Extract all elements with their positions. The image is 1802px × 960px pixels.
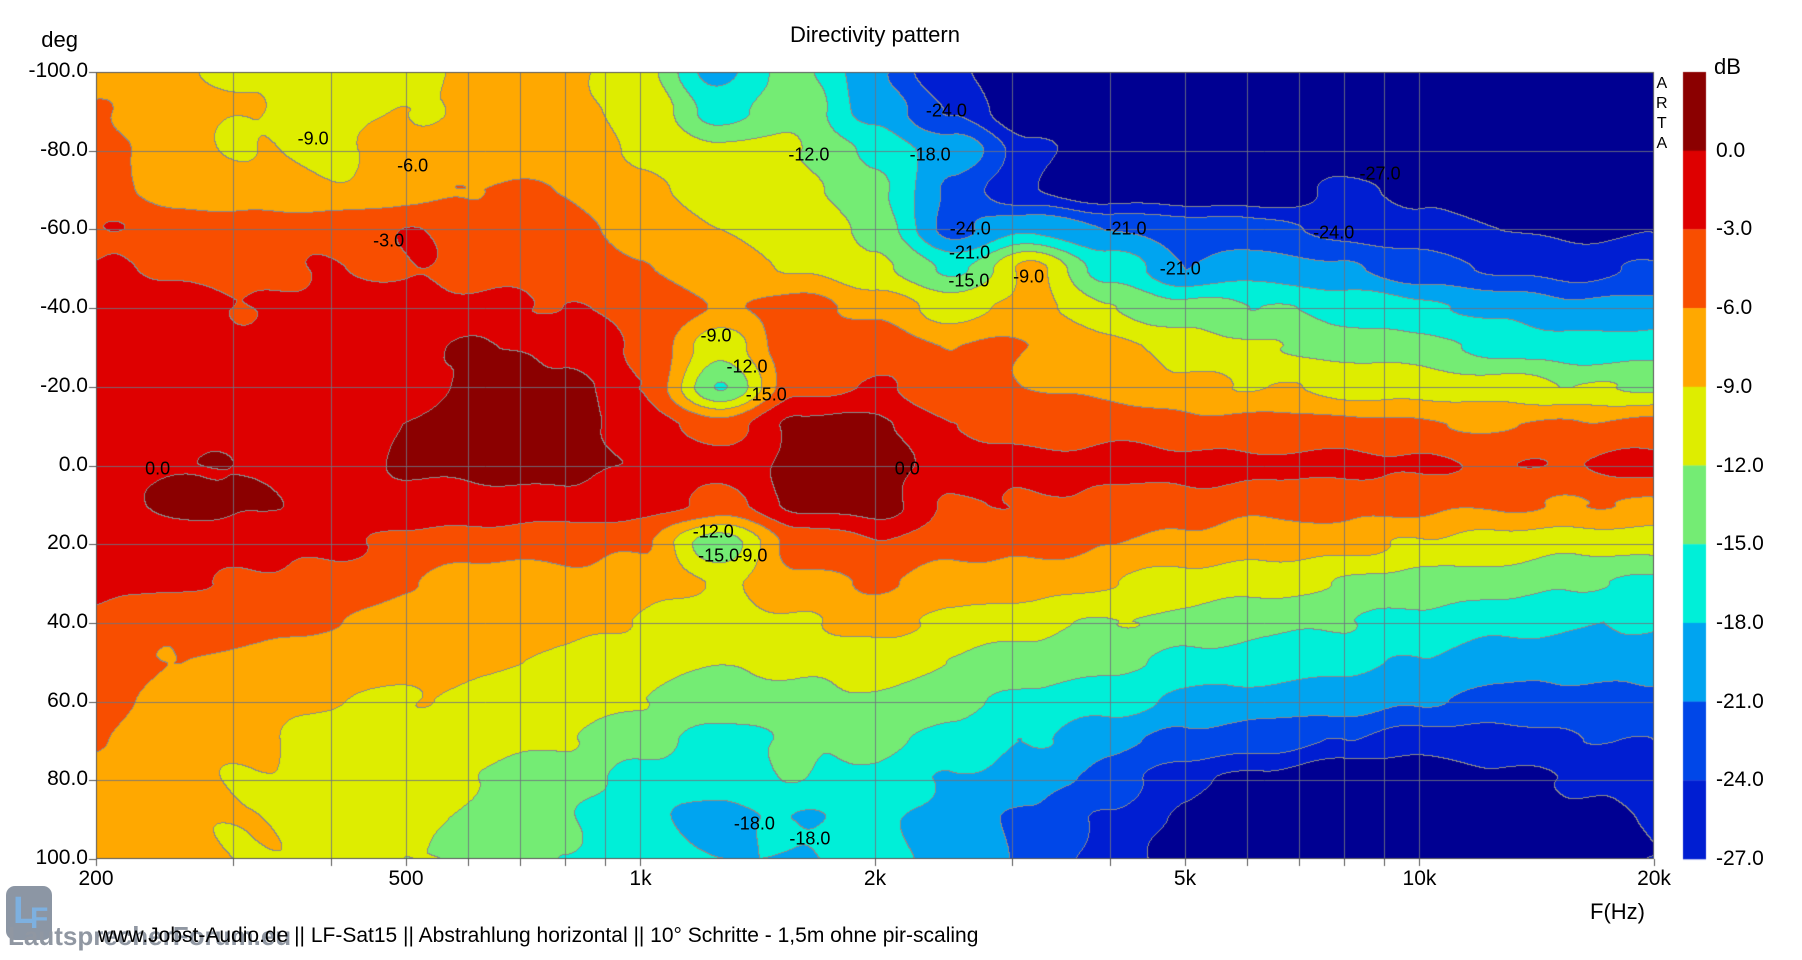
x-tick-label: 20k	[1637, 867, 1671, 890]
x-tick-label: 1k	[629, 867, 652, 890]
x-tick-label: 5k	[1173, 867, 1197, 890]
x-tick-label: 200	[78, 867, 114, 890]
measurement-caption: www.Jobst-Audio.de || LF-Sat15 || Abstra…	[98, 924, 979, 947]
contour-label: -9.0	[736, 545, 768, 566]
contour-label: 0.0	[894, 458, 920, 479]
y-axis-unit-label: deg	[41, 27, 78, 52]
colorbar-tick-label: -21.0	[1716, 689, 1764, 713]
logo-letter-l: L	[13, 890, 37, 932]
colorbar-tick-label: -15.0	[1716, 532, 1764, 556]
contour-label: -18.0	[733, 813, 775, 834]
contour-label: -24.0	[925, 100, 967, 121]
lautsprecherforum-logo: L F	[6, 886, 52, 940]
y-tick-label: -80.0	[40, 137, 88, 161]
colorbar-tick-label: -6.0	[1716, 296, 1753, 320]
colorbar-tick-label: -12.0	[1716, 453, 1764, 477]
y-tick-label: -20.0	[40, 373, 88, 397]
y-tick-label: -60.0	[40, 216, 88, 240]
contour-label: -21.0	[1105, 218, 1147, 239]
colorbar-title: dB	[1714, 54, 1741, 79]
arta-watermark-letter: R	[1656, 95, 1668, 112]
logo-letter-f: F	[30, 902, 49, 935]
chart-title: Directivity pattern	[790, 22, 960, 47]
x-tick-label: 2k	[863, 867, 887, 890]
y-tick-label: -100.0	[28, 59, 88, 82]
x-axis-unit-label: F(Hz)	[1590, 899, 1645, 924]
x-tick-label: 10k	[1402, 867, 1437, 890]
contour-label: -15.0	[698, 545, 740, 566]
colorbar-tick-label: -24.0	[1716, 768, 1764, 792]
colorbar-tick-label: -18.0	[1716, 610, 1764, 634]
contour-label: 0.0	[145, 458, 171, 479]
colorbar-tick-label: 0.0	[1716, 138, 1746, 162]
y-tick-label: 0.0	[58, 452, 88, 476]
contour-label: -15.0	[948, 270, 990, 291]
contour-label: -24.0	[1313, 222, 1355, 243]
contour-label: -9.0	[297, 128, 329, 149]
arta-watermark-letter: A	[1656, 135, 1668, 152]
x-tick-label: 500	[388, 867, 424, 890]
colorbar-tick-label: -9.0	[1716, 374, 1753, 398]
contour-label: -21.0	[1159, 258, 1201, 279]
logo-wordmark: LautsprecherForum.eu	[8, 921, 292, 951]
y-tick-label: 40.0	[47, 609, 88, 633]
colorbar-tick-label: -27.0	[1716, 847, 1764, 870]
y-tick-label: 60.0	[47, 688, 88, 712]
y-tick-label: 100.0	[35, 846, 88, 869]
contour-label: -18.0	[789, 828, 831, 849]
arta-watermark-letter: A	[1656, 75, 1668, 92]
contour-label: -27.0	[1359, 163, 1401, 184]
contour-label: -9.0	[700, 325, 732, 346]
arta-watermark-letter: T	[1656, 115, 1667, 132]
contour-label: -21.0	[949, 242, 991, 263]
contour-label: -12.0	[692, 521, 734, 542]
colorbar-tick-label: -3.0	[1716, 217, 1753, 241]
y-tick-label: 80.0	[47, 767, 88, 791]
contour-label: -12.0	[726, 356, 768, 377]
y-tick-label: 20.0	[47, 531, 88, 555]
contour-label: -3.0	[373, 230, 405, 251]
y-tick-label: -40.0	[40, 295, 88, 319]
contour-label: -6.0	[397, 155, 429, 176]
contour-label: -15.0	[745, 384, 787, 405]
contour-label: -9.0	[1013, 266, 1045, 287]
contour-label: -24.0	[949, 218, 991, 239]
contour-label: -12.0	[788, 144, 830, 165]
contour-label: -18.0	[909, 144, 951, 165]
